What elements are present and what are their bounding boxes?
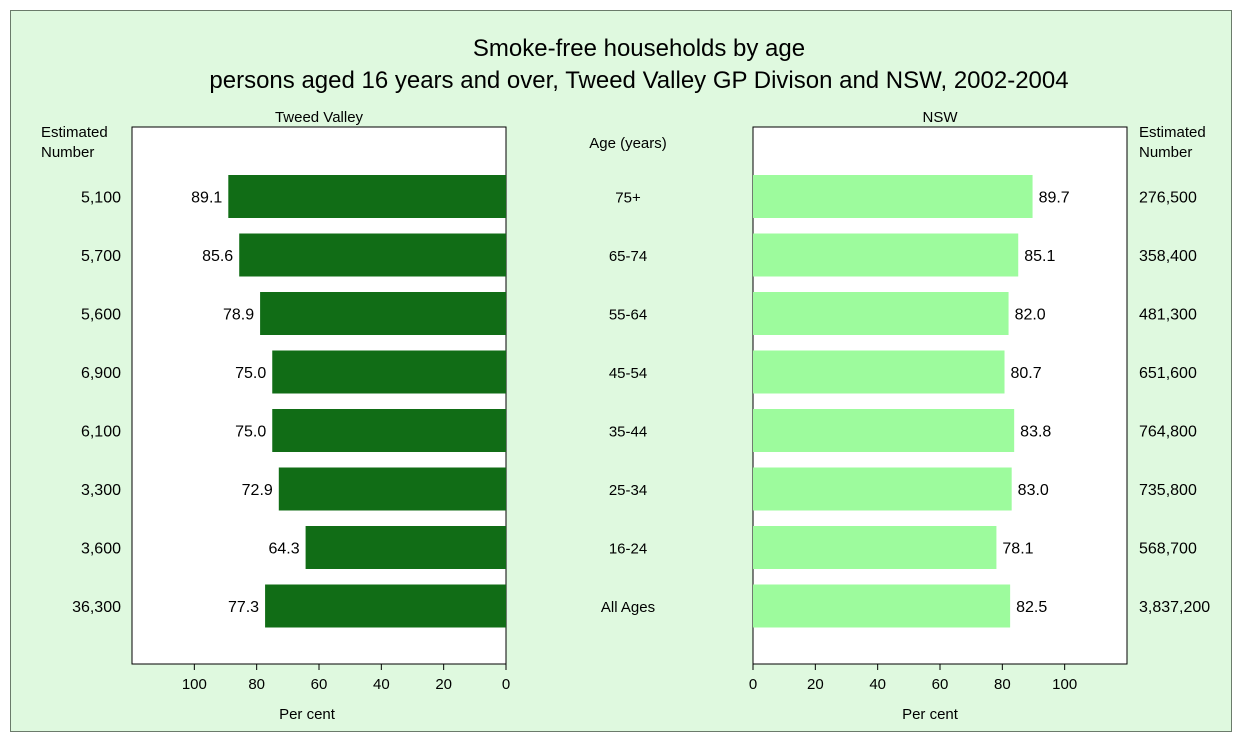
estimated-number: 764,800	[1139, 424, 1197, 441]
category-label: 45-54	[609, 365, 647, 382]
bar	[753, 409, 1015, 452]
bar-value-label: 78.1	[1002, 541, 1033, 558]
bar	[260, 292, 506, 335]
estimated-number-header: Estimated	[41, 124, 108, 141]
category-label: 75+	[615, 190, 641, 207]
estimated-number: 6,100	[81, 424, 121, 441]
bar-value-label: 85.6	[202, 248, 233, 265]
estimated-number-header: Number	[1139, 144, 1192, 161]
category-label: 65-74	[609, 248, 647, 265]
estimated-number: 36,300	[72, 599, 121, 616]
bar	[753, 526, 997, 569]
bar-value-label: 72.9	[242, 482, 273, 499]
bar-value-label: 77.3	[228, 599, 259, 616]
bar	[278, 467, 506, 511]
category-label: 25-34	[609, 482, 647, 499]
estimated-number: 5,700	[81, 248, 121, 265]
estimated-number: 358,400	[1139, 248, 1197, 265]
estimated-number: 5,100	[81, 190, 121, 207]
panel-title: Tweed Valley	[275, 109, 364, 126]
chart-container: Smoke-free households by age persons age…	[10, 10, 1232, 732]
x-tick-label: 100	[182, 676, 207, 693]
bar	[265, 584, 506, 628]
bar-value-label: 89.1	[191, 190, 222, 207]
bar-value-label: 85.1	[1024, 248, 1055, 265]
estimated-number: 3,600	[81, 541, 121, 558]
x-tick-label: 80	[248, 676, 265, 693]
x-tick-label: 20	[435, 676, 452, 693]
category-label: 35-44	[609, 424, 647, 441]
estimated-number: 651,600	[1139, 365, 1197, 382]
category-label: 16-24	[609, 541, 647, 558]
estimated-number-header: Estimated	[1139, 124, 1206, 141]
x-tick-label: 0	[749, 676, 757, 693]
bar-value-label: 80.7	[1011, 365, 1042, 382]
bar-value-label: 78.9	[223, 307, 254, 324]
estimated-number: 481,300	[1139, 307, 1197, 324]
bar	[239, 233, 507, 277]
bar	[272, 409, 506, 452]
category-axis-label: Age (years)	[589, 135, 667, 152]
category-label: All Ages	[601, 599, 655, 616]
estimated-number: 5,600	[81, 307, 121, 324]
estimated-number: 276,500	[1139, 190, 1197, 207]
bar-value-label: 75.0	[235, 365, 266, 382]
panel-title: NSW	[923, 109, 959, 126]
chart-title: Smoke-free households by age	[473, 35, 805, 62]
x-tick-label: 60	[932, 676, 949, 693]
bar	[753, 584, 1011, 628]
bar	[753, 350, 1005, 394]
bar-value-label: 89.7	[1039, 190, 1070, 207]
bar	[753, 175, 1033, 218]
bar	[753, 467, 1012, 511]
x-tick-label: 0	[502, 676, 510, 693]
x-axis-label: Per cent	[279, 706, 336, 723]
chart-subtitle: persons aged 16 years and over, Tweed Va…	[209, 67, 1068, 94]
x-tick-label: 20	[807, 676, 824, 693]
bar	[305, 526, 506, 569]
estimated-number: 3,837,200	[1139, 599, 1210, 616]
bar-value-label: 83.0	[1018, 482, 1049, 499]
x-tick-label: 60	[311, 676, 328, 693]
bar-value-label: 83.8	[1020, 424, 1051, 441]
estimated-number: 568,700	[1139, 541, 1197, 558]
bar	[272, 350, 506, 394]
bar-value-label: 75.0	[235, 424, 266, 441]
bar-value-label: 64.3	[268, 541, 299, 558]
bar	[228, 175, 506, 218]
x-tick-label: 40	[373, 676, 390, 693]
estimated-number: 6,900	[81, 365, 121, 382]
chart-svg: Smoke-free households by age persons age…	[41, 35, 1210, 723]
bar	[753, 233, 1019, 277]
x-axis-label: Per cent	[902, 706, 959, 723]
x-tick-label: 100	[1052, 676, 1077, 693]
x-tick-label: 80	[994, 676, 1011, 693]
estimated-number: 3,300	[81, 482, 121, 499]
bar	[753, 292, 1009, 335]
estimated-number-header: Number	[41, 144, 94, 161]
bar-value-label: 82.5	[1016, 599, 1047, 616]
bar-value-label: 82.0	[1015, 307, 1046, 324]
category-label: 55-64	[609, 307, 647, 324]
estimated-number: 735,800	[1139, 482, 1197, 499]
x-tick-label: 40	[869, 676, 886, 693]
